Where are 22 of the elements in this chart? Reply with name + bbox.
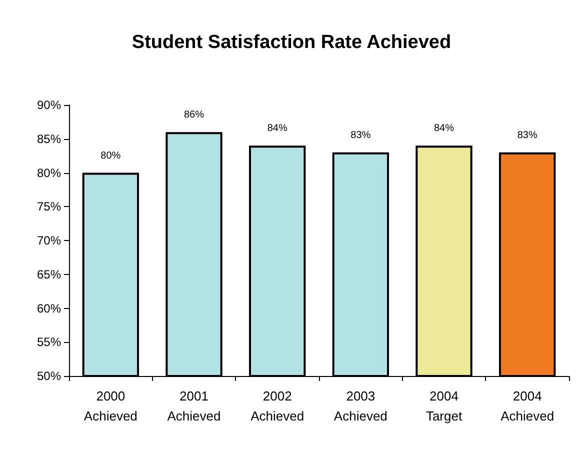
chart-title: Student Satisfaction Rate Achieved [132, 32, 452, 53]
x-tick-label: 2000 Achieved [84, 388, 138, 424]
x-tick-label: 2004 Target [426, 388, 462, 424]
data-label: 80% [100, 150, 121, 162]
y-tick-label: 80% [36, 166, 62, 180]
y-tick-label: 50% [36, 369, 62, 383]
y-tick-label: 90% [36, 98, 62, 112]
y-tick-label: 70% [36, 234, 62, 248]
x-tick-label: 2001 Achieved [167, 388, 221, 424]
y-tick-label: 65% [36, 267, 62, 282]
x-tick-label: 2002 Achieved [250, 388, 304, 424]
x-tick-label: 2003 Achieved [334, 388, 388, 424]
y-tick-label: 75% [36, 200, 62, 214]
data-label: 83% [350, 130, 371, 141]
data-label: 84% [267, 123, 288, 134]
y-tick-label: 60% [36, 301, 62, 316]
data-label: 84% [434, 123, 454, 134]
x-tick-label: 2004 Achieved [500, 388, 554, 424]
data-label: 83% [517, 130, 538, 141]
data-label: 86% [184, 110, 204, 121]
y-tick-label: 55% [36, 335, 62, 350]
y-tick-label: 85% [36, 132, 62, 146]
